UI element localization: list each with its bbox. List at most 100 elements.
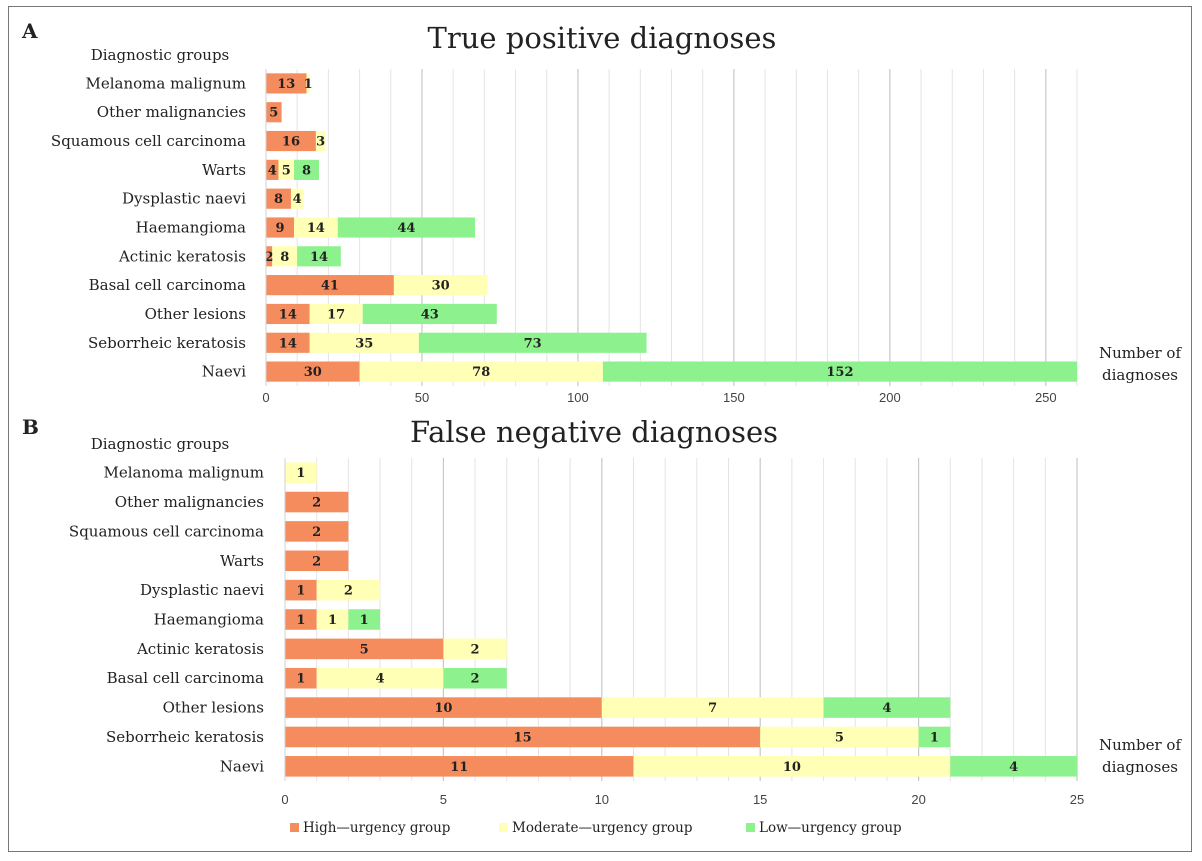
panel-b-bar-value-label: 4 <box>882 701 891 716</box>
panel-b-bar-value-label: 1 <box>360 613 369 628</box>
panel-b-bar-moderate <box>316 667 444 689</box>
panel-a-bar-high <box>266 275 394 296</box>
panel-b-category-label: Basal cell carcinoma <box>107 669 264 687</box>
panel-a-bar-high <box>266 217 295 238</box>
panel-b-bar-value-label: 1 <box>296 672 305 687</box>
legend-swatch-low <box>746 823 755 832</box>
panel-b-bar-high <box>285 491 349 513</box>
panel-a-category-label: Warts <box>202 161 246 179</box>
panel-b-bar-high <box>285 726 761 748</box>
panel-b-label: B <box>22 415 39 439</box>
panel-a-bar-low <box>297 246 341 267</box>
panel-a-bar-value-label: 35 <box>355 336 373 351</box>
panel-b-bar-low <box>348 609 381 630</box>
panel-b-xlabel-line2: diagnoses <box>1102 758 1178 776</box>
panel-a-bar-value-label: 78 <box>472 365 490 380</box>
panel-a-bar-value-label: 5 <box>269 106 278 121</box>
panel-b-category-label: Other malignancies <box>115 493 264 511</box>
panel-a-bar-low <box>602 361 1077 382</box>
panel-a-bar-moderate <box>309 332 419 353</box>
panel-a-bar-value-label: 14 <box>279 336 297 351</box>
panel-a-plot: 0 50 100 150 200 250 Melanoma malignum 13 1 Other… <box>51 69 1078 405</box>
panel-b-bar-value-label: 7 <box>708 701 717 716</box>
panel-a-xlabel-line1: Number of <box>1099 344 1182 362</box>
panel-b-bar-moderate <box>316 579 381 601</box>
panel-b-category-label: Squamous cell carcinoma <box>69 522 264 540</box>
panel-a-bar-moderate <box>278 159 295 180</box>
panel-b-category-label: Other lesions <box>163 699 264 717</box>
panel-a-axis-title: Diagnostic groups <box>91 46 230 64</box>
panel-b-bar-value-label: 5 <box>835 730 844 745</box>
panel-a-bar-high <box>266 102 282 123</box>
panel-a-bar-moderate <box>290 188 304 209</box>
panel-a-bar-value-label: 30 <box>304 365 322 380</box>
panel-a-tick-label: 150 <box>723 390 745 405</box>
panel-a-tick-label: 250 <box>1035 390 1057 405</box>
panel-b-bar-moderate <box>285 462 317 483</box>
panel-b-category-label: Melanoma malignum <box>103 464 264 482</box>
panel-b-bar-high <box>285 609 317 630</box>
panel-b-bar-value-label: 1 <box>930 730 939 745</box>
panel-a-tick-label: 100 <box>567 390 589 405</box>
panel-b-bar-moderate <box>633 756 951 777</box>
panel-b-bar-value-label: 1 <box>328 613 337 628</box>
panel-a-category-label: Melanoma malignum <box>85 74 246 92</box>
panel-b-bar-low <box>918 726 951 748</box>
panel-b-bar-value-label: 10 <box>434 701 452 716</box>
panel-a-bar-high <box>266 159 279 180</box>
panel-a-bar-value-label: 2 <box>265 250 274 265</box>
panel-a-bar-low <box>337 217 475 238</box>
panel-a-category-label: Basal cell carcinoma <box>89 276 246 294</box>
legend-swatch-moderate <box>499 823 508 832</box>
panel-b-bar-value-label: 1 <box>296 466 305 481</box>
panel-b-bar-value-label: 5 <box>360 642 369 657</box>
panel-a-category-label: Other lesions <box>145 305 246 323</box>
legend-label-low: Low—urgency group <box>759 820 902 836</box>
panel-b-tick-label: 15 <box>753 792 767 807</box>
panel-b-bar-value-label: 1 <box>296 584 305 599</box>
panel-b-bar-high <box>285 579 317 601</box>
panel-a-tick-label: 50 <box>415 390 429 405</box>
panel-b-tick-label: 0 <box>281 792 288 807</box>
panel-b-bar-value-label: 2 <box>471 672 480 687</box>
panel-b-tick-label: 20 <box>911 792 925 807</box>
panel-a-label: A <box>21 19 38 43</box>
panel-a-bar-value-label: 4 <box>268 163 277 178</box>
legend-swatch-high <box>290 823 299 832</box>
panel-a-category-label: Squamous cell carcinoma <box>51 132 246 150</box>
panel-b-bar-value-label: 4 <box>376 672 385 687</box>
panel-a-bar-low <box>294 159 320 180</box>
panel-a-category-label: Other malignancies <box>97 103 246 121</box>
panel-a-category-label: Actinic keratosis <box>118 247 246 265</box>
panel-a-bar-value-label: 8 <box>274 192 283 207</box>
panel-b-bar-value-label: 10 <box>783 760 801 775</box>
panel-a-tick-label: 200 <box>879 390 901 405</box>
panel-a-bar-value-label: 4 <box>293 192 302 207</box>
panel-a-bar-moderate <box>306 73 310 94</box>
panel-a-bar-high <box>266 246 273 267</box>
panel-b-category-label: Naevi <box>220 757 264 775</box>
panel-b-bar-value-label: 2 <box>344 584 353 599</box>
panel-b-category-label: Dysplastic naevi <box>140 581 264 599</box>
panel-b-bar-value-label: 15 <box>514 730 532 745</box>
panel-b-category-label: Haemangioma <box>154 611 264 629</box>
panel-a-bar-value-label: 14 <box>279 307 297 322</box>
panel-b-tick-label: 10 <box>595 792 609 807</box>
panel-b-axis-title: Diagnostic groups <box>91 435 230 453</box>
panel-b-bar-value-label: 2 <box>312 554 321 569</box>
panel-b-bar-value-label: 11 <box>450 760 468 775</box>
panel-a-xlabel-line2: diagnoses <box>1102 366 1178 384</box>
panel-b-bar-value-label: 1 <box>296 613 305 628</box>
panel-a-bar-value-label: 9 <box>276 221 285 236</box>
panel-a-bar-value-label: 16 <box>282 135 300 150</box>
panel-a-bar-moderate <box>315 130 326 152</box>
panel-b-tick-label: 25 <box>1070 792 1084 807</box>
panel-a-bar-high <box>266 361 360 382</box>
panel-b-bar-value-label: 2 <box>471 642 480 657</box>
panel-a-bar-moderate <box>393 275 488 296</box>
panel-b-bar-high <box>285 638 444 660</box>
panel-b-bar-moderate <box>316 609 349 630</box>
panel-a-bar-value-label: 14 <box>310 250 328 265</box>
